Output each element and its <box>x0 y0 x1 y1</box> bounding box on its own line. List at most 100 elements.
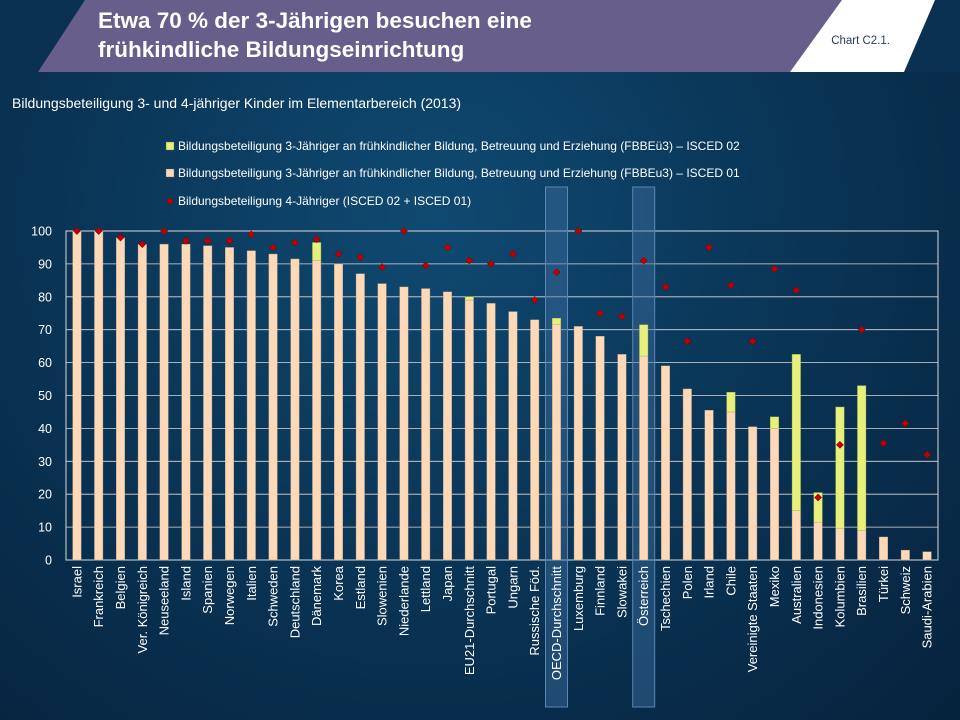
marker-4yo <box>203 236 212 245</box>
x-tick-label: Estland <box>353 566 368 609</box>
y-tick-label: 70 <box>38 323 52 337</box>
marker-4yo <box>421 261 430 270</box>
legend-label: Bildungsbeteiligung 4-Jähriger (ISCED 02… <box>178 194 471 208</box>
bar-isced01 <box>268 253 278 561</box>
bar-isced01 <box>748 426 758 561</box>
marker-4yo <box>443 243 452 252</box>
x-tick-label: Dänemark <box>309 566 324 626</box>
x-tick-label: Indonesien <box>811 566 826 630</box>
bar-isced01 <box>791 510 801 561</box>
marker-4yo <box>857 325 866 334</box>
marker-4yo <box>596 309 605 318</box>
x-tick-label: Island <box>178 566 193 601</box>
x-tick-label: Portugal <box>484 566 499 615</box>
x-tick-label: Neuseeland <box>157 566 172 635</box>
bar-isced01 <box>137 243 147 561</box>
marker-4yo <box>160 227 169 235</box>
bar-isced02 <box>639 324 649 357</box>
header-shape <box>0 0 960 72</box>
x-tick-label: Norwegen <box>222 566 237 625</box>
bar-isced02 <box>552 317 561 325</box>
x-tick-label: Belgien <box>113 566 128 609</box>
marker-4yo <box>726 281 735 290</box>
bar-isced01 <box>225 247 234 561</box>
legend-swatch <box>165 141 175 151</box>
x-tick-label: Chile <box>723 566 738 596</box>
x-tick-label: Kolumbien <box>832 566 847 627</box>
x-tick-label: Frankreich <box>91 566 106 627</box>
x-tick-label: Korea <box>331 565 346 600</box>
marker-4yo <box>923 450 932 459</box>
x-tick-label: Spanien <box>200 566 215 614</box>
x-tick-label: Mexiko <box>767 566 782 607</box>
marker-4yo <box>247 230 256 239</box>
bar-isced01 <box>94 230 104 561</box>
marker-4yo <box>334 250 343 258</box>
bar-isced01 <box>922 551 932 561</box>
bar-isced01 <box>595 336 605 561</box>
marker-4yo <box>661 282 670 291</box>
bar-isced01 <box>726 411 736 561</box>
marker-4yo <box>487 259 496 268</box>
marker-4yo <box>290 238 299 247</box>
marker-4yo <box>530 296 539 305</box>
bar-isced01 <box>464 299 474 561</box>
marker-4yo <box>792 286 801 295</box>
y-tick-label: 10 <box>38 521 52 535</box>
header-banner <box>0 0 960 72</box>
marker-4yo <box>617 312 626 321</box>
bar-isced02 <box>726 392 736 413</box>
bar-isced01 <box>290 258 300 561</box>
marker-4yo <box>814 493 823 502</box>
bar-isced01 <box>617 354 627 561</box>
x-tick-label: Japan <box>440 566 455 601</box>
bar-isced02 <box>835 406 845 529</box>
chart-subtitle: Bildungsbeteiligung 3- und 4-jähriger Ki… <box>12 95 462 111</box>
marker-4yo <box>378 263 387 272</box>
marker-4yo <box>879 439 888 448</box>
x-tick-label: Polen <box>680 566 695 599</box>
y-tick-label: 20 <box>38 488 52 502</box>
marker-4yo <box>181 236 190 245</box>
bar-isced01 <box>334 263 343 561</box>
x-tick-label: Slowakei <box>614 566 629 618</box>
bar-isced01 <box>355 273 365 561</box>
bar-isced01 <box>552 324 561 561</box>
bar-isced01 <box>159 243 169 561</box>
bar-isced01 <box>661 365 670 561</box>
bar-isced01 <box>203 245 213 561</box>
bar-isced01 <box>421 288 431 561</box>
bar-isced01 <box>443 291 452 561</box>
y-tick-label: 30 <box>38 455 52 469</box>
title-line-1: Etwa 70 % der 3-Jährigen besuchen eine <box>98 8 532 33</box>
bar-isced01 <box>639 355 649 561</box>
page-title: Etwa 70 % der 3-Jährigen besuchen eine f… <box>98 6 738 64</box>
bar-isced01 <box>704 410 714 561</box>
bar-isced02 <box>791 354 801 511</box>
marker-4yo <box>835 440 844 449</box>
bar-isced01 <box>573 326 583 561</box>
y-tick-label: 60 <box>38 356 52 370</box>
marker-4yo <box>269 243 278 252</box>
y-tick-label: 80 <box>38 290 52 304</box>
marker-4yo <box>683 337 692 346</box>
bar-isced02 <box>464 296 474 301</box>
marker-4yo <box>574 227 583 235</box>
marker-4yo <box>356 253 365 262</box>
bar-isced01 <box>900 549 910 561</box>
x-tick-label: Italien <box>244 566 259 601</box>
x-tick-label: Irland <box>702 566 717 599</box>
marker-4yo <box>552 268 561 277</box>
x-tick-label: Russische Föd. <box>527 566 542 656</box>
x-tick-label: Ver. Königreich <box>135 566 150 653</box>
x-tick-label: Tschechien <box>658 566 673 631</box>
bar-isced01 <box>312 260 322 561</box>
bar-isced01 <box>835 528 845 561</box>
bar-isced01 <box>813 521 823 561</box>
legend-marker <box>166 197 174 205</box>
x-tick-label: Israel <box>69 566 84 598</box>
x-tick-label: Türkei <box>876 566 891 602</box>
marker-4yo <box>508 250 517 258</box>
x-tick-label: EU21-Durchschnitt <box>462 566 477 675</box>
